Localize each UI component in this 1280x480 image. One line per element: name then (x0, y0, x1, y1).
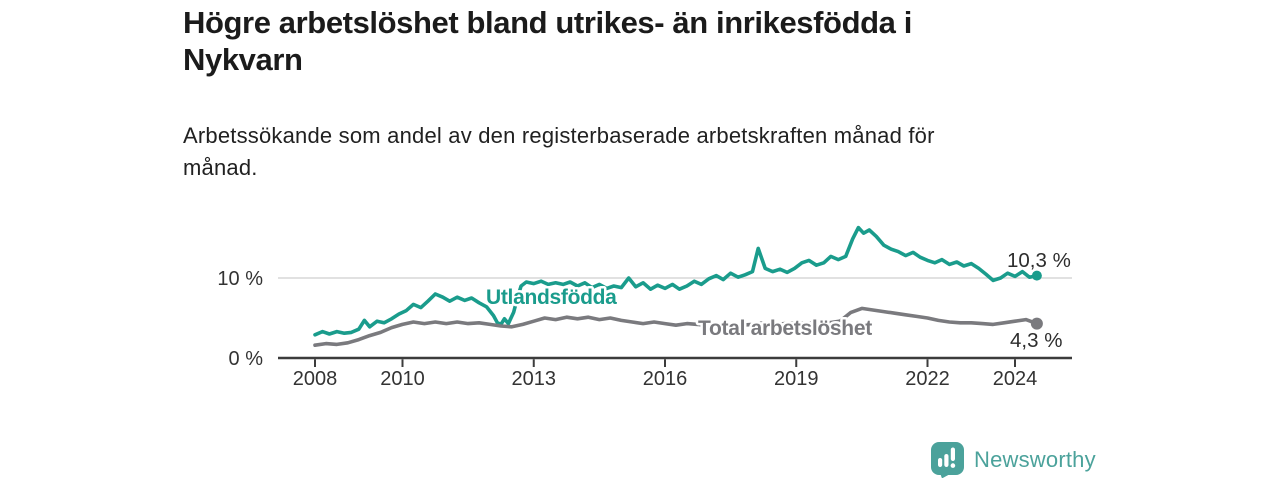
y-tick-label-0: 0 % (229, 348, 264, 370)
series-label-total: Total arbetslöshet (698, 317, 872, 340)
chart-title-line1: Högre arbetslöshet bland utrikes- än inr… (183, 5, 912, 40)
series-line-total (313, 306, 1039, 348)
newsworthy-logo-icon (931, 442, 964, 478)
series-end-dot-utlandsfodda (1031, 270, 1042, 281)
series-line-utlandsfodda (313, 225, 1039, 337)
chart-subtitle: Arbetssökande som andel av den registerb… (183, 120, 1063, 184)
chart-title: Högre arbetslöshet bland utrikes- än inr… (183, 4, 1083, 78)
newsworthy-logo: Newsworthy (930, 441, 1096, 478)
chart-subtitle-line2: månad. (183, 155, 258, 180)
x-tick-label-2013: 2013 (512, 368, 557, 390)
end-value-label-utlandsfodda: 10,3 % (1007, 249, 1071, 272)
x-tick-label-2019: 2019 (774, 368, 819, 390)
x-tick-label-2022: 2022 (905, 368, 950, 390)
x-tick-label-2010: 2010 (380, 368, 425, 390)
y-tick-label-10: 10 % (217, 268, 263, 290)
x-tick-label-2024: 2024 (993, 368, 1038, 390)
newsworthy-logo-text: Newsworthy (974, 446, 1096, 472)
chart-subtitle-line1: Arbetssökande som andel av den registerb… (183, 123, 935, 148)
x-tick-label-2008: 2008 (293, 368, 338, 390)
series-label-utlandsfodda: Utlandsfödda (486, 286, 617, 309)
series-end-dot-total (1030, 317, 1043, 330)
chart-title-line2: Nykvarn (183, 42, 303, 77)
x-tick-label-2016: 2016 (643, 368, 688, 390)
end-value-label-total: 4,3 % (1010, 329, 1062, 352)
